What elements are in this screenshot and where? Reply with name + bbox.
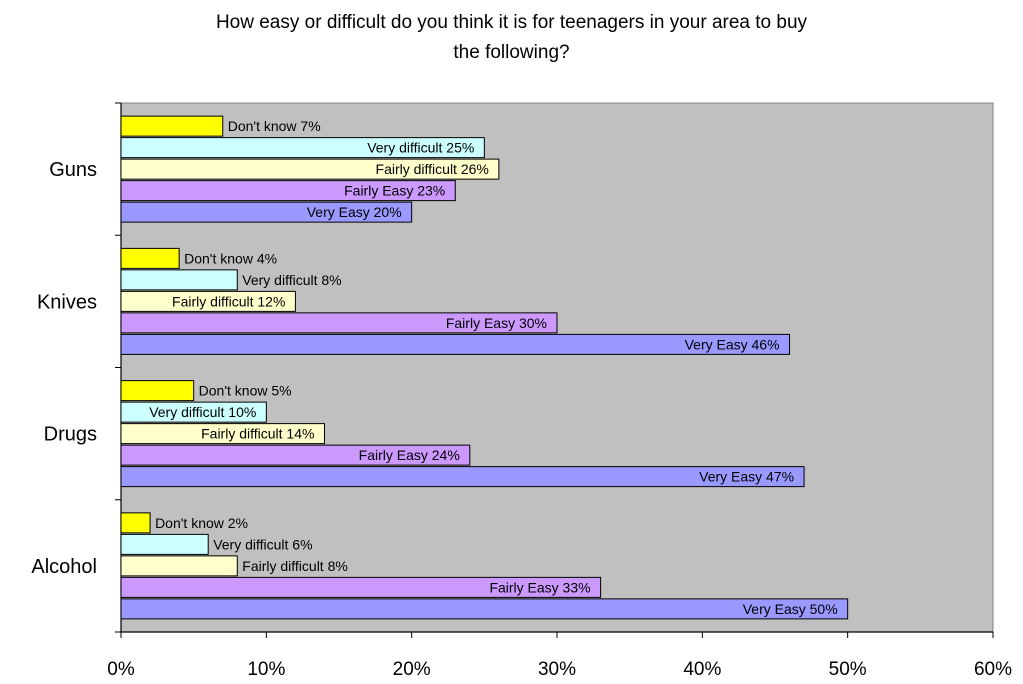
data-label: Fairly Easy 30%	[446, 315, 547, 331]
bar-very-difficult	[120, 401, 267, 423]
bar-fairly-easy	[120, 576, 602, 598]
chart-title: How easy or difficult do you think it is…	[0, 8, 1023, 68]
data-label: Very Easy 46%	[685, 336, 780, 352]
bar-fairly-difficult	[120, 423, 325, 445]
data-label: Very difficult 25%	[367, 140, 474, 156]
data-label: Fairly Easy 33%	[489, 579, 590, 595]
category-label: Drugs	[44, 424, 97, 446]
chart-title-line-2: the following?	[453, 42, 570, 63]
bar-very-easy	[120, 201, 413, 223]
bar-fairly-easy	[120, 444, 471, 466]
x-tick-label: 0%	[107, 659, 135, 680]
data-label: Don't know 2%	[155, 515, 248, 531]
data-label: Very difficult 8%	[242, 272, 341, 288]
bar-very-difficult	[120, 137, 485, 159]
data-label: Very Easy 47%	[699, 469, 794, 485]
x-tick-label: 30%	[538, 659, 576, 680]
data-label: Fairly Easy 23%	[344, 183, 445, 199]
bar-very-difficult	[120, 533, 209, 555]
data-label: Don't know 7%	[228, 118, 321, 134]
x-tick-label: 40%	[683, 659, 721, 680]
data-label: Don't know 5%	[199, 383, 292, 399]
bar-very-easy	[120, 466, 805, 488]
bar-don-t-know	[120, 115, 224, 137]
data-label: Very Easy 20%	[307, 204, 402, 220]
bar-very-easy	[120, 333, 791, 355]
data-label: Fairly difficult 26%	[376, 161, 489, 177]
bar-don-t-know	[120, 512, 151, 534]
x-tick-label: 50%	[829, 659, 867, 680]
bar-fairly-difficult	[120, 290, 296, 312]
bar-don-t-know	[120, 380, 195, 402]
data-label: Fairly difficult 14%	[201, 426, 314, 442]
category-label: Knives	[37, 291, 97, 313]
bar-don-t-know	[120, 247, 180, 269]
bar-very-easy	[120, 598, 849, 620]
data-label: Very Easy 50%	[743, 601, 838, 617]
x-tick-label: 20%	[393, 659, 431, 680]
bar-very-difficult	[120, 269, 238, 291]
bar-fairly-difficult	[120, 555, 238, 577]
data-label: Fairly Easy 24%	[359, 447, 460, 463]
data-label: Very difficult 10%	[149, 404, 256, 420]
x-tick-label: 60%	[974, 659, 1012, 680]
data-label: Fairly difficult 12%	[172, 293, 285, 309]
chart-title-line-1: How easy or difficult do you think it is…	[215, 12, 808, 33]
category-label: Alcohol	[31, 556, 97, 578]
data-label: Very difficult 6%	[213, 536, 312, 552]
x-tick-label: 10%	[247, 659, 285, 680]
bar-fairly-easy	[120, 180, 456, 202]
category-label: Guns	[49, 159, 97, 181]
bar-fairly-easy	[120, 312, 558, 334]
data-label: Fairly difficult 8%	[242, 558, 348, 574]
bar-fairly-difficult	[120, 158, 500, 180]
data-label: Don't know 4%	[184, 250, 277, 266]
